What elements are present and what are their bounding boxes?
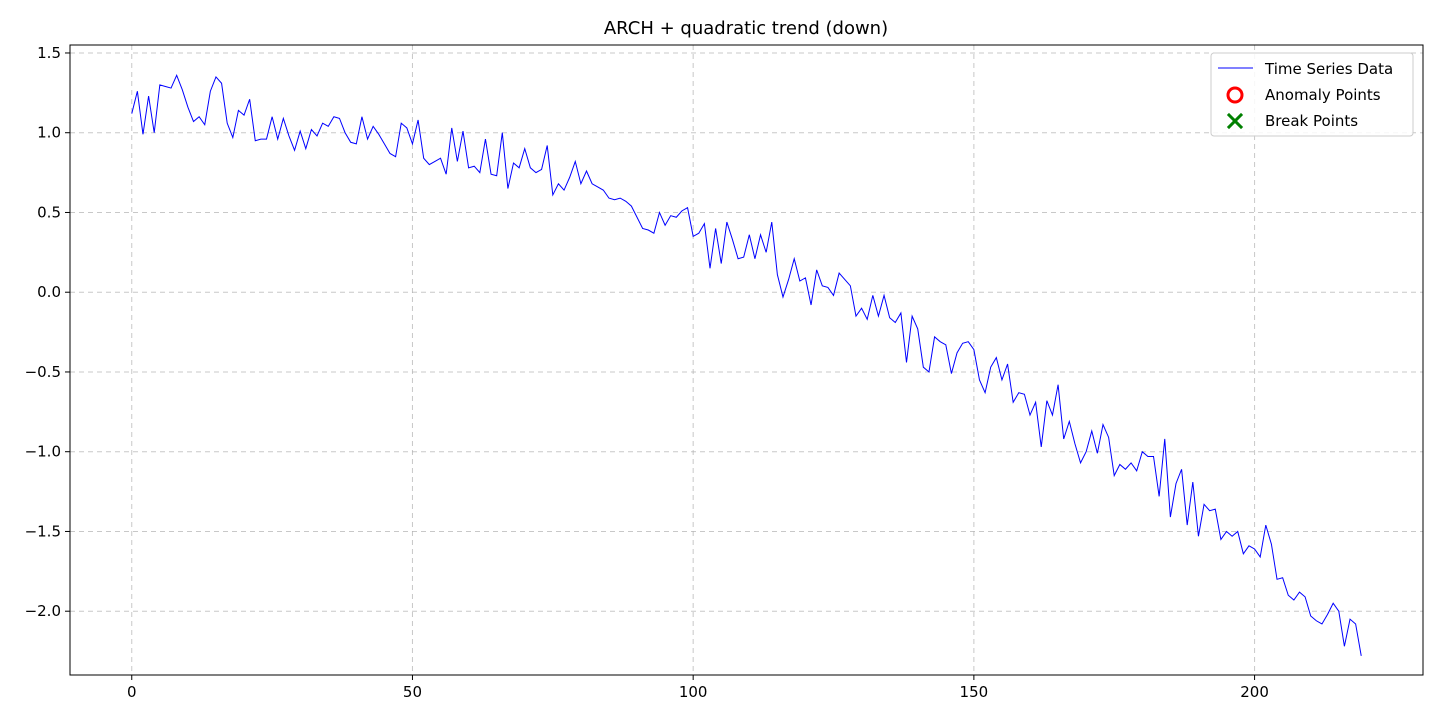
time-series-line — [131, 73, 1362, 656]
y-tick-label: 1.0 — [37, 124, 61, 142]
chart-title: ARCH + quadratic trend (down) — [604, 18, 888, 39]
x-tick-label: 100 — [679, 683, 708, 701]
grid-lines — [70, 45, 1423, 675]
x-axis-ticks: 0 50 100 150 200 — [127, 675, 1269, 701]
x-tick-label: 150 — [960, 683, 989, 701]
legend-x-swatch — [1226, 112, 1244, 130]
y-tick-label: −2.0 — [25, 602, 61, 620]
y-axis-ticks: 1.5 1.0 0.5 0.0 −0.5 −1.0 −1.5 −2.0 — [25, 44, 70, 620]
x-tick-label: 200 — [1240, 683, 1269, 701]
legend-label-break-points: Break Points — [1265, 112, 1358, 130]
y-tick-label: 1.5 — [37, 44, 61, 62]
y-tick-label: 0.5 — [37, 203, 61, 221]
y-tick-label: −0.5 — [25, 363, 61, 381]
y-tick-label: −1.0 — [25, 443, 61, 461]
legend-label-time-series: Time Series Data — [1264, 60, 1393, 78]
legend-label-anomaly-points: Anomaly Points — [1265, 86, 1381, 104]
legend-circle-swatch — [1226, 86, 1244, 104]
y-tick-label: −1.5 — [25, 522, 61, 540]
x-tick-label: 50 — [403, 683, 422, 701]
legend: Time Series Data Anomaly Points Break Po… — [1210, 52, 1414, 137]
legend-box — [1210, 52, 1414, 137]
x-tick-label: 0 — [127, 683, 137, 701]
series-layer — [131, 73, 1362, 656]
y-tick-label: 0.0 — [37, 283, 61, 301]
plot-area-frame — [69, 44, 1424, 676]
